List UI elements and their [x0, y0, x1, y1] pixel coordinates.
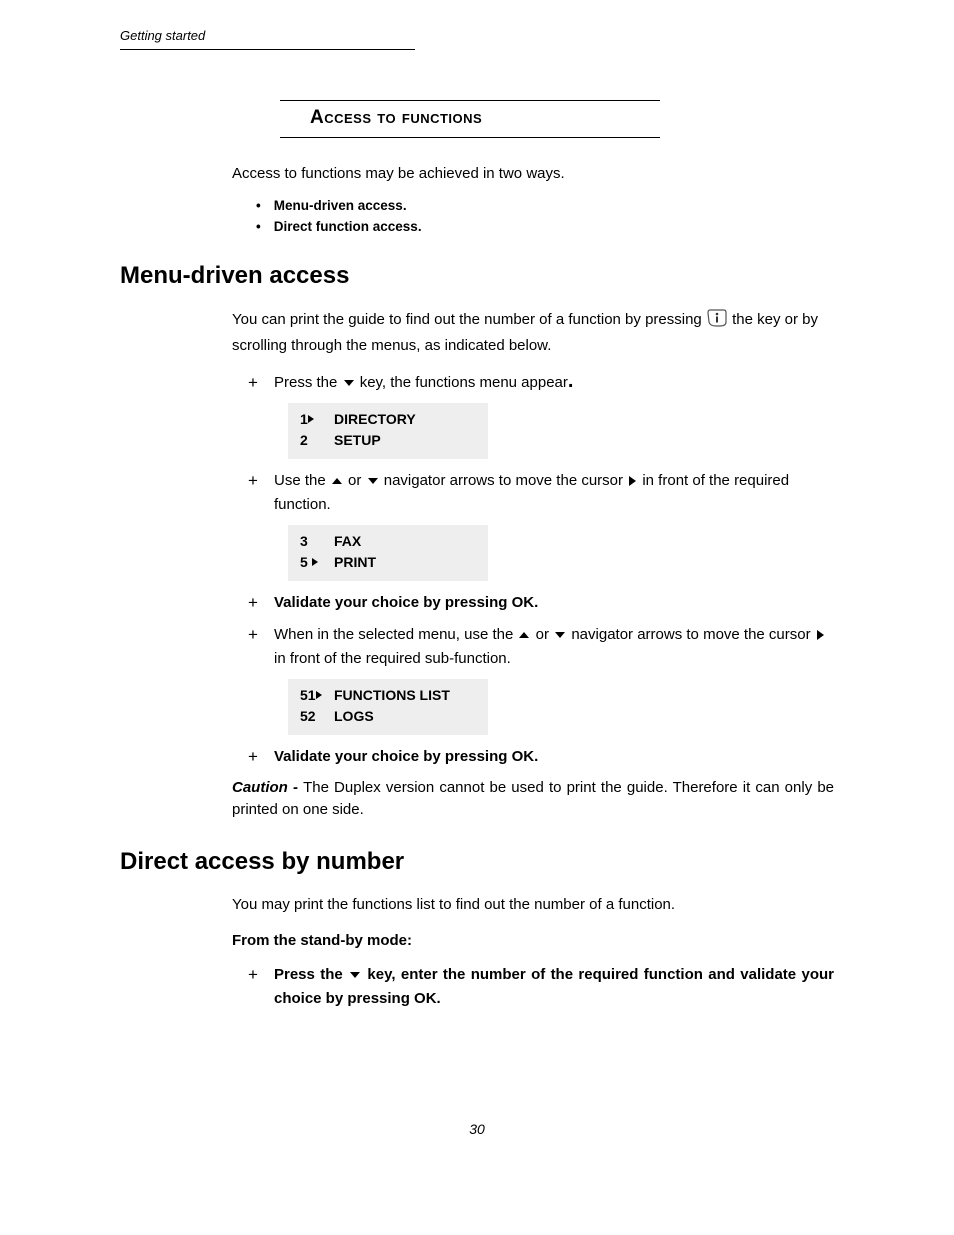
lcd-num: 5 — [300, 554, 308, 570]
heading-menu-driven: Menu-driven access — [120, 262, 834, 290]
step-item: + Use the or navigator arrows to move th… — [248, 469, 834, 517]
text-fragment: You can print the guide to find out the … — [232, 311, 706, 328]
up-arrow-icon — [332, 478, 342, 484]
cursor-icon — [316, 691, 322, 699]
lcd-label: DIRECTORY — [328, 409, 476, 430]
bullet-list: • Menu-driven access. • Direct function … — [256, 198, 834, 234]
up-arrow-icon — [519, 632, 529, 638]
step-item: + Validate your choice by pressing OK. — [248, 591, 834, 615]
direct-access-intro: You may print the functions list to find… — [232, 894, 834, 916]
lcd-num: 3 — [300, 531, 328, 552]
text-fragment: or — [348, 472, 366, 489]
lcd-label: PRINT — [328, 552, 476, 573]
lcd-label: SETUP — [328, 430, 476, 451]
down-arrow-icon — [555, 632, 565, 638]
text-fragment: or — [536, 626, 554, 643]
right-arrow-icon — [629, 476, 636, 486]
bullet-icon: • — [256, 198, 270, 213]
text-fragment: navigator arrows to move the cursor — [571, 626, 814, 643]
lcd-label: LOGS — [328, 706, 476, 727]
lcd-display: 3 FAX 5 PRINT — [288, 525, 488, 581]
lcd-display: 51 FUNCTIONS LIST 52 LOGS — [288, 679, 488, 735]
cursor-icon — [312, 558, 318, 566]
caution-lead: Caution - — [232, 779, 303, 796]
bullet-item: Menu-driven access. — [274, 198, 407, 213]
step-item: + When in the selected menu, use the or … — [248, 623, 834, 671]
menu-driven-para: You can print the guide to find out the … — [232, 308, 834, 357]
step-text: Validate your choice by pressing OK. — [274, 745, 834, 769]
down-arrow-icon — [368, 478, 378, 484]
bullet-item: Direct function access. — [274, 219, 422, 234]
bullet-icon: • — [256, 219, 270, 234]
lcd-num: 52 — [300, 706, 328, 727]
section-title: Access to functions — [280, 107, 482, 128]
step-item: + Press the key, the functions menu appe… — [248, 371, 834, 395]
page-number: 30 — [120, 1121, 834, 1137]
text-fragment: navigator arrows to move the cursor — [384, 472, 627, 489]
lcd-num: 2 — [300, 430, 328, 451]
caution-paragraph: Caution - The Duplex version cannot be u… — [232, 777, 834, 821]
step-marker-icon: + — [248, 591, 274, 615]
step-item: + Press the key, enter the number of the… — [248, 963, 834, 1011]
text-fragment: Press the — [274, 966, 348, 983]
down-arrow-icon — [350, 972, 360, 978]
text-fragment: in front of the required sub-function. — [274, 650, 511, 667]
caution-text: The Duplex version cannot be used to pri… — [232, 779, 834, 818]
lcd-display: 1 DIRECTORY 2 SETUP — [288, 403, 488, 459]
lcd-num: 1 — [300, 411, 308, 427]
section-intro: Access to functions may be achieved in t… — [232, 164, 834, 184]
lcd-label: FUNCTIONS LIST — [328, 685, 476, 706]
step-marker-icon: + — [248, 371, 274, 395]
lcd-label: FAX — [328, 531, 476, 552]
step-marker-icon: + — [248, 623, 274, 671]
heading-direct-access: Direct access by number — [120, 848, 834, 876]
step-item: + Validate your choice by pressing OK. — [248, 745, 834, 769]
text-fragment: key, the functions menu appear — [360, 374, 568, 391]
info-key-icon — [706, 308, 728, 335]
standby-mode-label: From the stand-by mode: — [232, 932, 834, 949]
step-marker-icon: + — [248, 963, 274, 1011]
text-fragment: Use the — [274, 472, 330, 489]
section-title-box: Access to functions — [280, 100, 660, 138]
text-fragment: When in the selected menu, use the — [274, 626, 517, 643]
step-marker-icon: + — [248, 469, 274, 517]
step-text: Validate your choice by pressing OK. — [274, 591, 834, 615]
right-arrow-icon — [817, 630, 824, 640]
cursor-icon — [308, 415, 314, 423]
step-marker-icon: + — [248, 745, 274, 769]
lcd-num: 51 — [300, 687, 316, 703]
text-fragment: Press the — [274, 374, 342, 391]
running-head: Getting started — [120, 28, 415, 50]
down-arrow-icon — [344, 380, 354, 386]
